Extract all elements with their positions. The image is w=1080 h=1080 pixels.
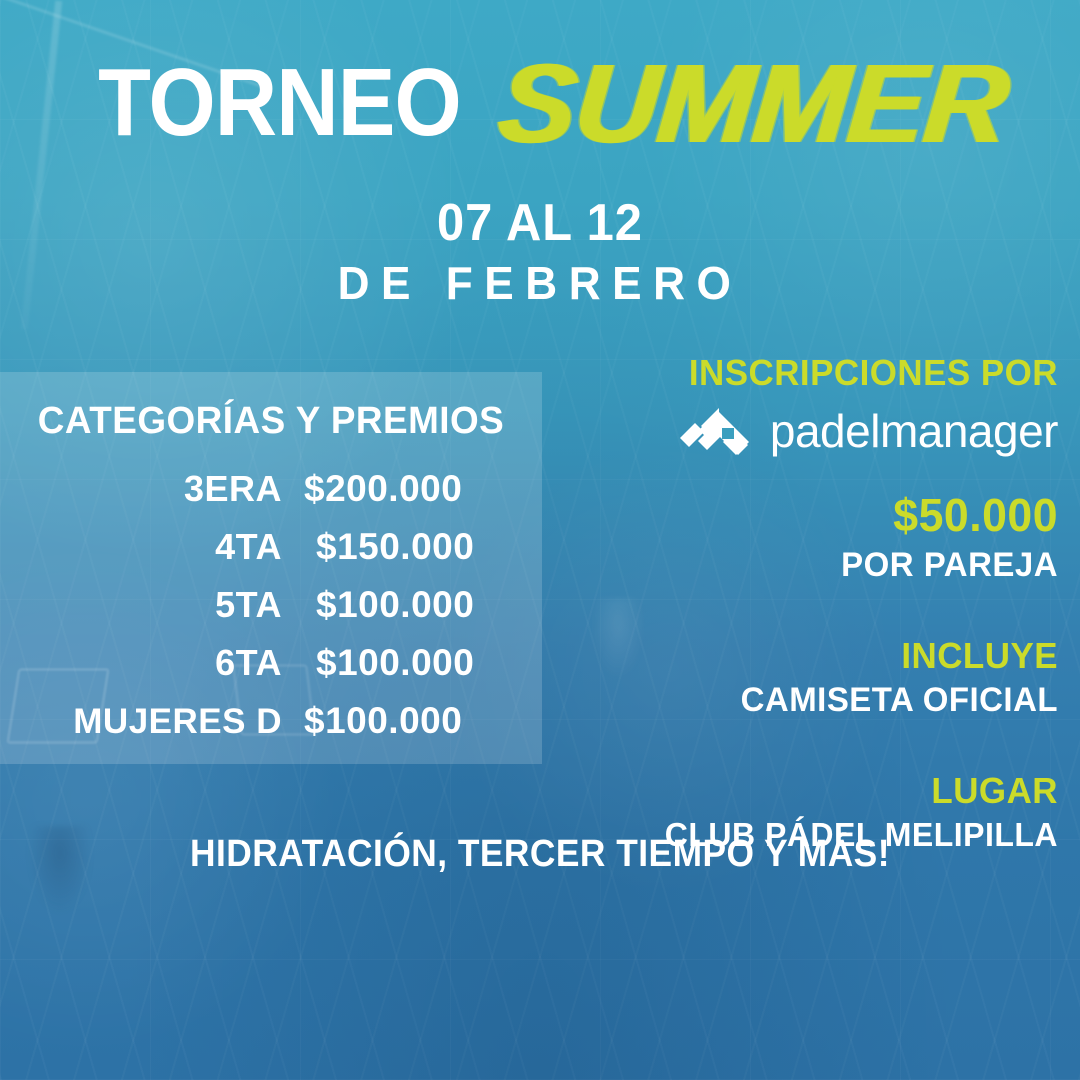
court-person-silhouette xyxy=(24,826,96,922)
category-prize: $100.000 xyxy=(316,584,475,625)
registration-price: $50.000 xyxy=(893,489,1058,541)
category-prize: $150.000 xyxy=(316,526,475,567)
categories-panel: CATEGORÍAS Y PREMIOS 3ERA $200.000 4TA $… xyxy=(0,372,542,764)
categories-title: CATEGORÍAS Y PREMIOS xyxy=(37,400,505,442)
category-row: 6TA $100.000 xyxy=(34,642,508,700)
category-row: 5TA $100.000 xyxy=(34,584,508,642)
price-block: $50.000 POR PAREJA xyxy=(638,488,1058,585)
poster-title: TORNEO SUMMER xyxy=(0,41,1080,166)
includes-block: INCLUYE CAMISETA OFICIAL xyxy=(638,635,1058,720)
includes-value: CAMISETA OFICIAL xyxy=(740,681,1058,719)
padelmanager-logo: padelmanager xyxy=(638,404,1059,458)
venue-value: CLUB PÁDEL MELIPILLA xyxy=(664,816,1058,853)
category-name: MUJERES D xyxy=(73,702,282,741)
registration-price-unit: POR PAREJA xyxy=(841,546,1058,584)
registration-block: INSCRIPCIONES POR padelmanager xyxy=(638,352,1059,458)
date-month: DE FEBRERO xyxy=(337,257,743,309)
categories-list: 3ERA $200.000 4TA $150.000 5TA $100.000 … xyxy=(34,468,508,758)
category-row: MUJERES D $100.000 xyxy=(34,700,508,758)
title-accent: SUMMER xyxy=(494,41,1013,166)
court-person-silhouette-2 xyxy=(588,598,648,686)
category-prize: $100.000 xyxy=(304,700,463,741)
category-name: 5TA xyxy=(215,584,282,625)
category-row: 4TA $150.000 xyxy=(34,526,508,584)
category-prize: $100.000 xyxy=(316,642,475,683)
category-row: 3ERA $200.000 xyxy=(34,468,508,526)
venue-heading: LUGAR xyxy=(931,770,1058,811)
category-name: 4TA xyxy=(215,526,282,567)
category-name: 6TA xyxy=(215,642,282,683)
category-prize: $200.000 xyxy=(304,468,463,509)
tagline: HIDRATACIÓN, TERCER TIEMPO Y MÁS! xyxy=(190,833,890,875)
venue-block: LUGAR CLUB PÁDEL MELIPILLA xyxy=(638,770,1058,854)
registration-heading: INSCRIPCIONES POR xyxy=(688,352,1058,393)
footer: PRODUCEN OVO PADEL xyxy=(0,920,1080,1080)
date-range: 07 AL 12 xyxy=(437,194,643,252)
info-column: INSCRIPCIONES POR padelmanager $50.000 P… xyxy=(638,352,1059,854)
padelmanager-chevron-icon xyxy=(679,408,749,455)
category-name: 3ERA xyxy=(183,468,282,509)
title-main: TORNEO xyxy=(97,49,462,157)
padelmanager-wordmark: padelmanager xyxy=(769,405,1059,457)
includes-heading: INCLUYE xyxy=(901,635,1058,676)
